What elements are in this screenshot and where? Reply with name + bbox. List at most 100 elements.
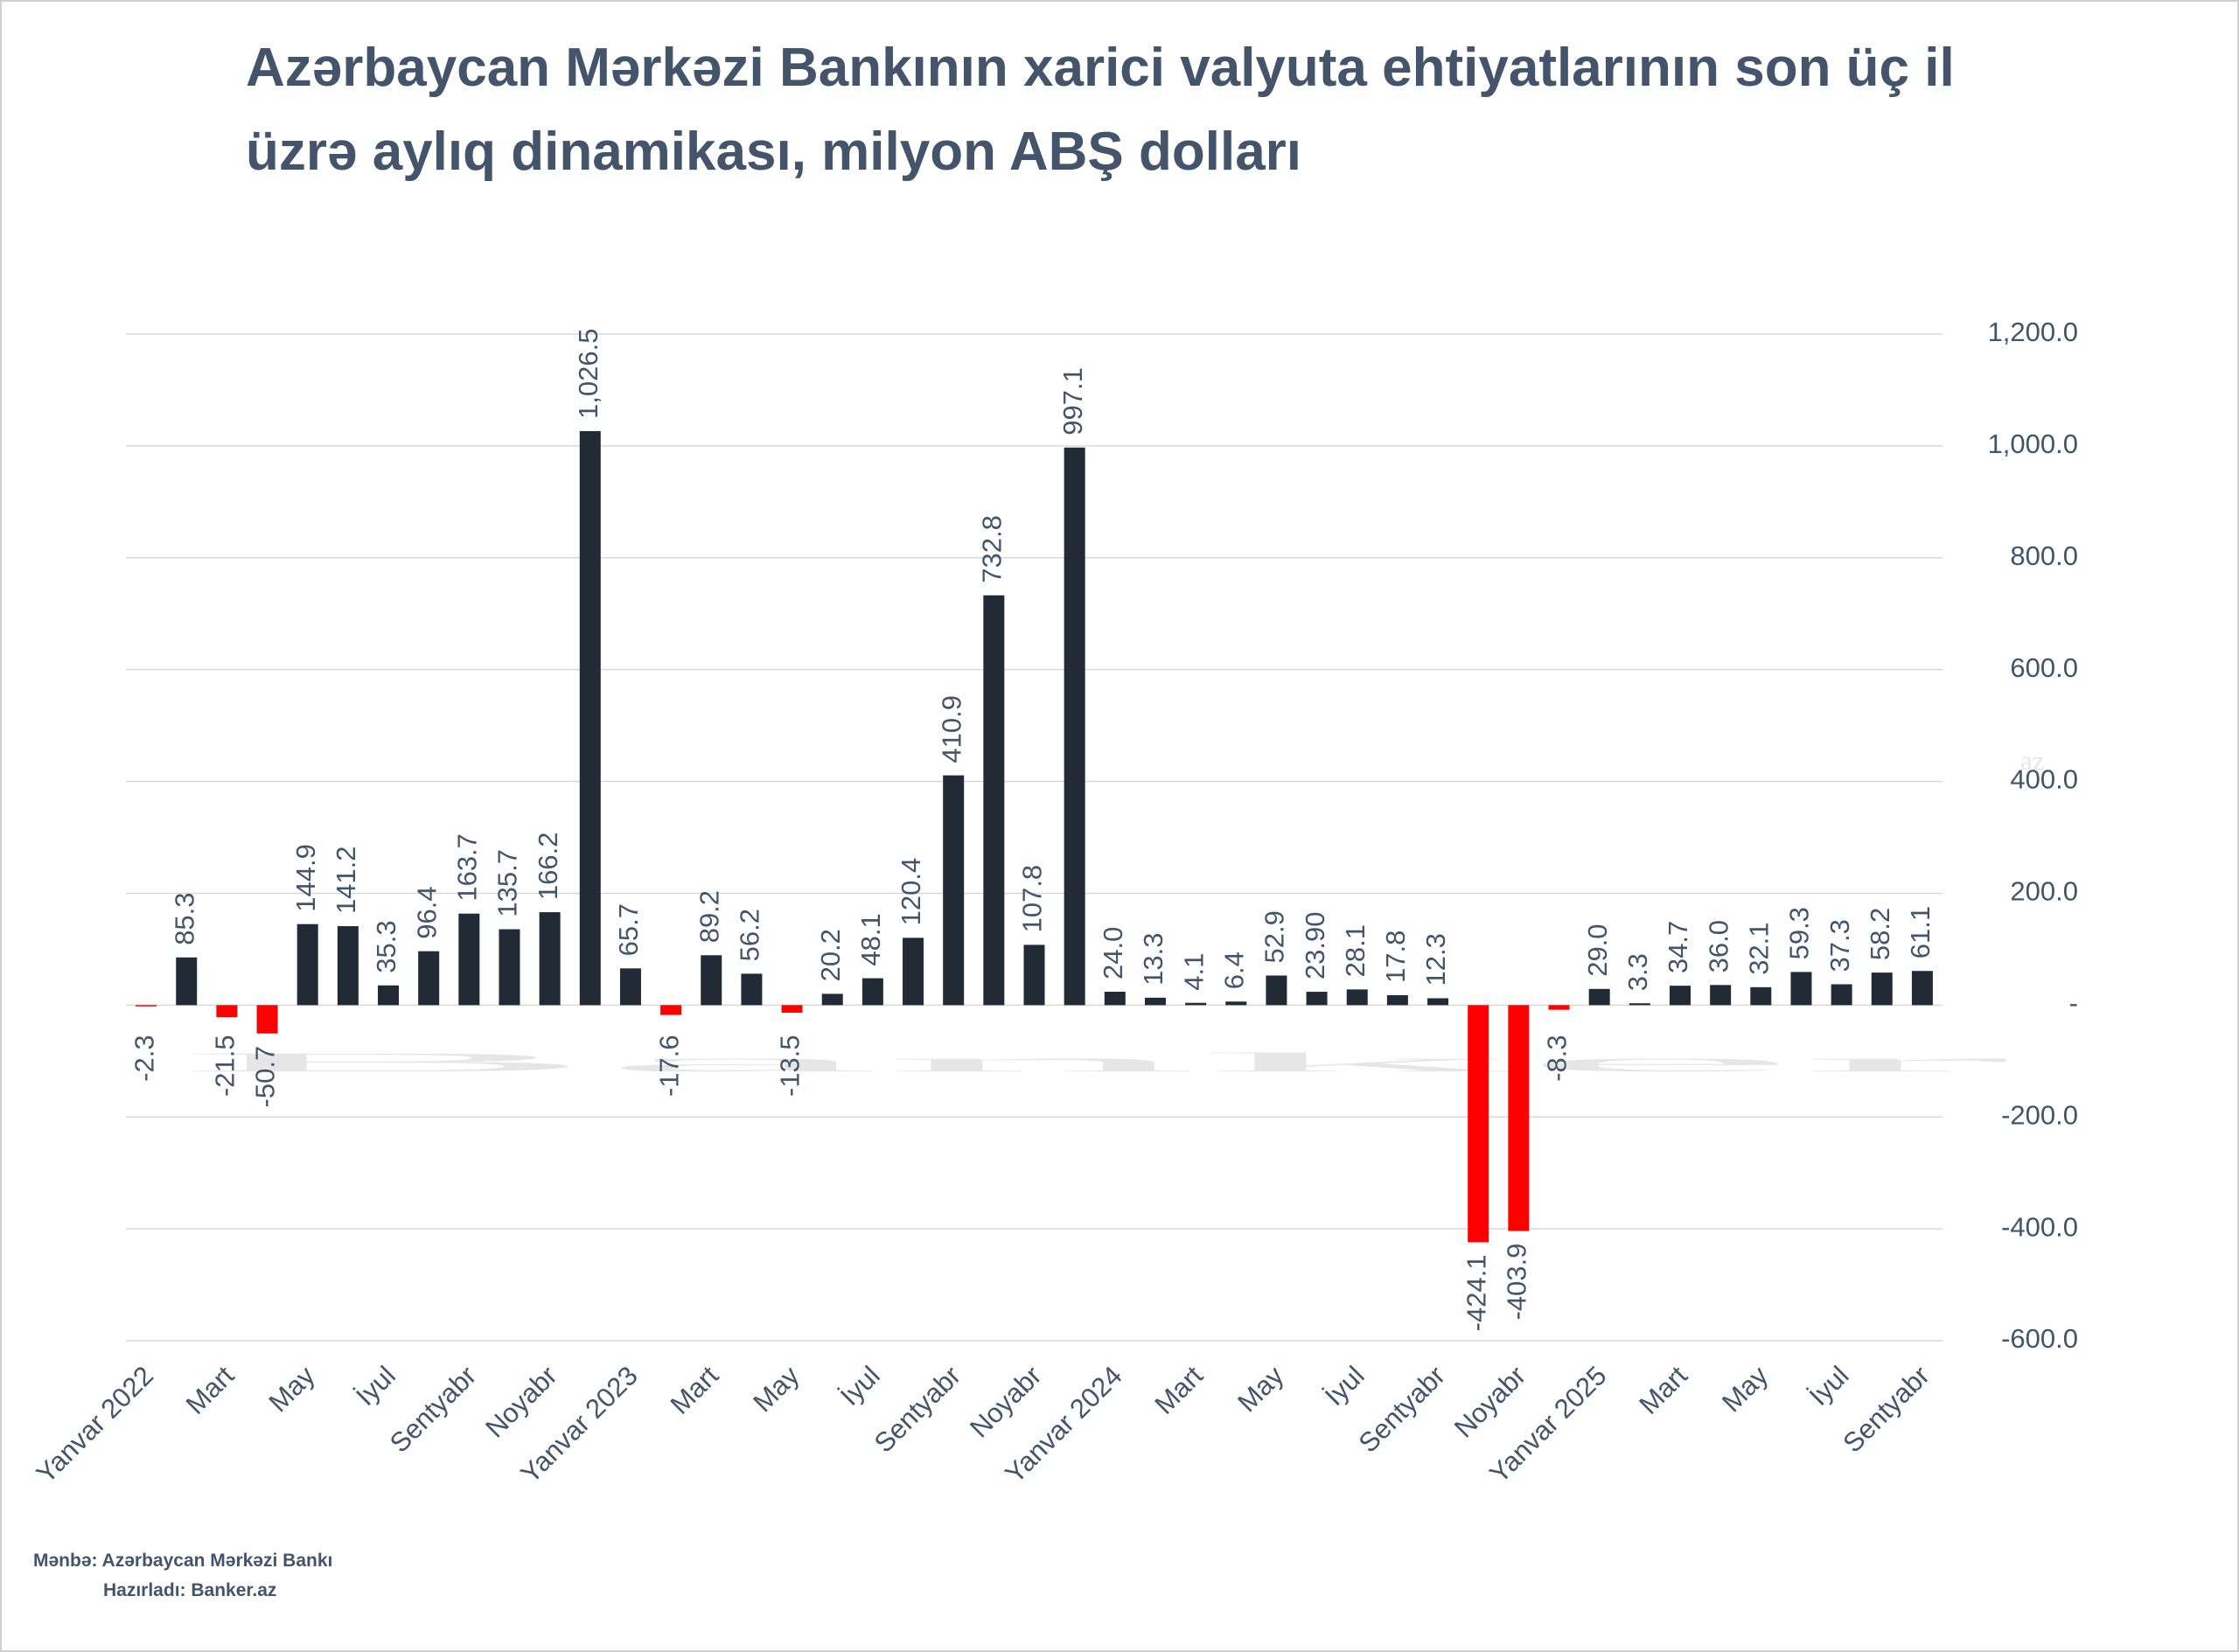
bar — [701, 955, 722, 1006]
bar — [1104, 991, 1126, 1006]
watermark-group: Banker az — [175, 745, 2045, 1077]
bar — [619, 968, 641, 1006]
y-tick-label: -200.0 — [2001, 1099, 2078, 1130]
bar — [1386, 994, 1408, 1006]
data-label: 96.4 — [411, 886, 442, 938]
bar — [1911, 971, 1933, 1006]
data-label: -17.6 — [653, 1035, 684, 1097]
chart-title: Azərbaycan Mərkəzi Bankının xarici valyu… — [246, 38, 1955, 182]
data-label: 59.3 — [1784, 907, 1815, 959]
data-label: 135.7 — [492, 849, 523, 917]
data-label: 6.4 — [1218, 951, 1249, 989]
x-tick-label: Sentyabr — [868, 1360, 966, 1458]
x-tick-label: İyul — [350, 1360, 401, 1412]
bar — [781, 1005, 803, 1013]
bar — [1468, 1005, 1489, 1243]
data-label: 107.8 — [1017, 865, 1048, 933]
x-tick-label: Mart — [1633, 1360, 1693, 1420]
bar — [1306, 992, 1328, 1006]
bar — [821, 993, 843, 1006]
y-tick-label: 1,000.0 — [1988, 429, 2078, 459]
bar — [539, 912, 561, 1006]
data-label: 20.2 — [815, 929, 846, 981]
data-label: 141.2 — [331, 846, 361, 914]
bar — [903, 938, 924, 1006]
bar — [983, 595, 1005, 1006]
bar — [1225, 1001, 1247, 1006]
y-tick-label: - — [2069, 988, 2078, 1019]
x-tick-label: Mart — [180, 1360, 241, 1420]
data-label: 58.2 — [1865, 908, 1895, 960]
data-label: 24.0 — [1098, 927, 1128, 979]
data-label: 1,026.5 — [573, 329, 603, 419]
data-label: -50.7 — [250, 1046, 281, 1108]
y-tick-label: 600.0 — [2010, 652, 2078, 683]
data-label: 997.1 — [1057, 367, 1088, 436]
data-label: -2.3 — [129, 1035, 159, 1081]
data-label: 12.3 — [1420, 933, 1451, 986]
x-tick-label: İyul — [834, 1360, 886, 1412]
data-label: 410.9 — [936, 695, 966, 763]
y-tick-label: 1,200.0 — [1988, 317, 2078, 347]
bar — [943, 775, 965, 1006]
data-label: 144.9 — [290, 844, 321, 912]
data-label: 56.2 — [735, 909, 765, 961]
x-tick-label: May — [1231, 1360, 1290, 1418]
bar — [1548, 1005, 1570, 1010]
x-tick-label: Mart — [665, 1360, 725, 1420]
bar — [1023, 944, 1045, 1006]
x-tick-label: May — [262, 1360, 321, 1418]
bar — [1831, 984, 1852, 1006]
bar — [1790, 972, 1812, 1006]
data-label: 23.90 — [1300, 911, 1330, 979]
bar — [1629, 1003, 1650, 1006]
data-label: 37.3 — [1824, 919, 1855, 972]
bar — [458, 913, 480, 1006]
bar — [337, 926, 359, 1006]
data-label: -13.5 — [775, 1035, 806, 1097]
bar — [1588, 988, 1610, 1006]
data-label: -403.9 — [1502, 1244, 1532, 1321]
bar — [1346, 989, 1368, 1006]
bar — [579, 430, 601, 1006]
y-tick-label: 800.0 — [2010, 540, 2078, 571]
data-label: 13.3 — [1138, 932, 1168, 985]
bar — [1669, 986, 1691, 1006]
bar — [1427, 998, 1449, 1006]
bar — [741, 973, 763, 1006]
bar — [216, 1005, 238, 1018]
y-tick-label: 400.0 — [2010, 764, 2078, 795]
x-tick-label: Sentyabr — [384, 1360, 482, 1458]
bar — [176, 957, 198, 1006]
data-label: 17.8 — [1380, 931, 1411, 983]
data-label: 52.9 — [1259, 910, 1290, 963]
bar — [1185, 1002, 1207, 1006]
data-label: 28.1 — [1340, 924, 1371, 977]
y-tick-label: -400.0 — [2001, 1211, 2078, 1242]
bar — [1064, 447, 1085, 1006]
data-label: 120.4 — [896, 858, 926, 926]
bar — [418, 951, 440, 1006]
data-label: 29.0 — [1582, 924, 1613, 976]
data-label: 89.2 — [694, 890, 724, 943]
data-label: 48.1 — [855, 913, 886, 965]
x-tick-label: İyul — [1319, 1360, 1371, 1412]
watermark-sup: az — [2020, 745, 2045, 776]
x-tick-label: May — [1716, 1360, 1775, 1418]
bar — [256, 1005, 278, 1034]
y-tick-label: -600.0 — [2001, 1323, 2078, 1354]
data-label: -8.3 — [1542, 1035, 1573, 1081]
bar — [660, 1005, 682, 1015]
data-label: 34.7 — [1663, 921, 1693, 973]
x-tick-label: May — [747, 1360, 806, 1418]
data-label: -21.5 — [210, 1035, 241, 1097]
data-label: 36.0 — [1703, 920, 1733, 972]
watermark: Banker — [175, 1047, 2026, 1077]
data-label: 732.8 — [977, 515, 1008, 583]
data-label: 3.3 — [1622, 953, 1653, 991]
data-label: -424.1 — [1461, 1255, 1491, 1332]
bar — [296, 924, 318, 1006]
bar — [378, 985, 400, 1006]
prepared-by: Hazırladı: Banker.az — [103, 1580, 277, 1600]
y-tick-label: 200.0 — [2010, 876, 2078, 907]
